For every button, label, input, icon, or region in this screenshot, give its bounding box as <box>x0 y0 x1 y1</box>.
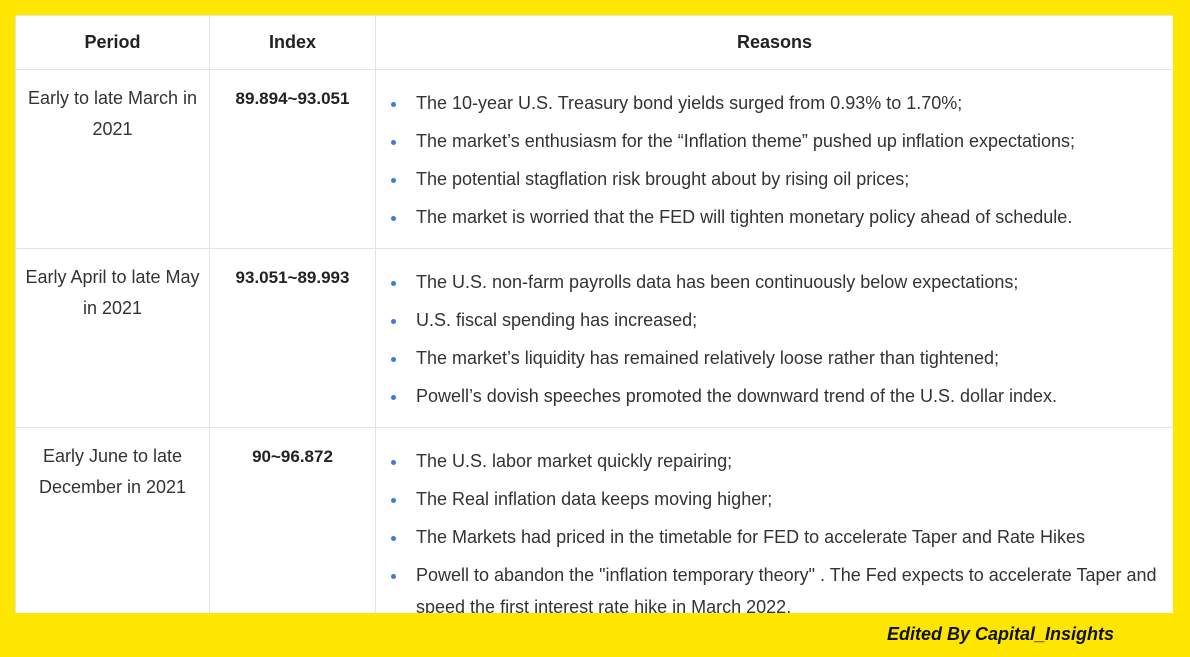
header-index: Index <box>209 15 376 70</box>
reasons-cell: The U.S. labor market quickly repairing;… <box>375 427 1173 613</box>
editor-credit: Edited By Capital_Insights <box>886 624 1114 644</box>
list-item: The Markets had priced in the timetable … <box>376 518 1173 556</box>
reasons-list: The U.S. non-farm payrolls data has been… <box>376 263 1173 415</box>
period-cell: Early June to late December in 2021 <box>15 427 210 613</box>
header-row: Period Index Reasons <box>15 15 1173 70</box>
bullet-icon <box>391 498 396 503</box>
bullet-icon <box>391 178 396 183</box>
reason-text: U.S. fiscal spending has increased; <box>416 310 698 330</box>
list-item: The 10-year U.S. Treasury bond yields su… <box>376 84 1173 122</box>
list-item: Powell to abandon the "inflation tempora… <box>376 556 1173 613</box>
bullet-icon <box>391 357 396 362</box>
list-item: The market is worried that the FED will … <box>376 198 1173 236</box>
reason-text: The market’s liquidity has remained rela… <box>416 348 999 368</box>
index-cell: 93.051~89.993 <box>209 248 376 428</box>
table-frame: Period Index Reasons Early to late March… <box>15 15 1173 613</box>
bullet-icon <box>391 536 396 541</box>
index-cell: 90~96.872 <box>209 427 376 613</box>
bullet-icon <box>391 574 396 579</box>
list-item: The potential stagflation risk brought a… <box>376 160 1173 198</box>
list-item: The market’s liquidity has remained rela… <box>376 339 1173 377</box>
reason-text: The market is worried that the FED will … <box>416 207 1073 227</box>
bullet-icon <box>391 395 396 400</box>
reasons-list: The U.S. labor market quickly repairing;… <box>376 442 1173 613</box>
list-item: Powell’s dovish speeches promoted the do… <box>376 377 1173 415</box>
header-reasons: Reasons <box>375 15 1173 70</box>
reason-text: The Markets had priced in the timetable … <box>416 527 1085 547</box>
period-cell: Early to late March in 2021 <box>15 69 210 249</box>
reason-text: The market’s enthusiasm for the “Inflati… <box>416 131 1076 151</box>
reason-text: Powell’s dovish speeches promoted the do… <box>416 386 1058 406</box>
reasons-cell: The 10-year U.S. Treasury bond yields su… <box>375 69 1173 249</box>
list-item: The Real inflation data keeps moving hig… <box>376 480 1173 518</box>
list-item: The U.S. labor market quickly repairing; <box>376 442 1173 480</box>
reason-text: The 10-year U.S. Treasury bond yields su… <box>416 93 963 113</box>
reason-text: Powell to abandon the "inflation tempora… <box>416 565 1157 613</box>
period-cell: Early April to late May in 2021 <box>15 248 210 428</box>
dollar-index-table: Period Index Reasons Early to late March… <box>15 15 1173 613</box>
list-item: U.S. fiscal spending has increased; <box>376 301 1173 339</box>
reasons-cell: The U.S. non-farm payrolls data has been… <box>375 248 1173 428</box>
bullet-icon <box>391 281 396 286</box>
header-period: Period <box>15 15 210 70</box>
list-item: The market’s enthusiasm for the “Inflati… <box>376 122 1173 160</box>
list-item: The U.S. non-farm payrolls data has been… <box>376 263 1173 301</box>
index-cell: 89.894~93.051 <box>209 69 376 249</box>
bullet-icon <box>391 460 396 465</box>
bullet-icon <box>391 216 396 221</box>
bullet-icon <box>391 102 396 107</box>
bullet-icon <box>391 140 396 145</box>
reason-text: The potential stagflation risk brought a… <box>416 169 910 189</box>
bullet-icon <box>391 319 396 324</box>
reasons-list: The 10-year U.S. Treasury bond yields su… <box>376 84 1173 236</box>
table-row: Early April to late May in 2021 93.051~8… <box>15 248 1173 428</box>
reason-text: The U.S. non-farm payrolls data has been… <box>416 272 1019 292</box>
reason-text: The U.S. labor market quickly repairing; <box>416 451 733 471</box>
reason-text: The Real inflation data keeps moving hig… <box>416 489 773 509</box>
table-row: Early June to late December in 2021 90~9… <box>15 427 1173 613</box>
table-row: Early to late March in 2021 89.894~93.05… <box>15 69 1173 249</box>
